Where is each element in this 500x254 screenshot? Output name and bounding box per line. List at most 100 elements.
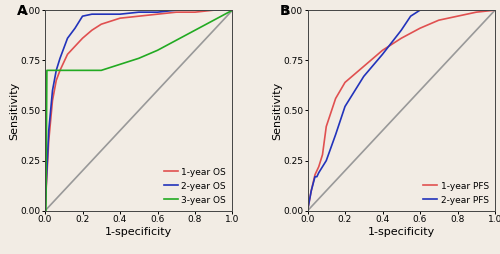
1-year PFS (320, 153, 326, 156)
1-year OS (42, 209, 48, 212)
2-year OS (42, 209, 48, 212)
2-year PFS (417, 9, 423, 12)
3-year OS (80, 69, 86, 72)
2-year PFS (308, 189, 314, 192)
3-year OS (64, 69, 70, 72)
2-year PFS (492, 9, 498, 12)
1-year OS (80, 37, 86, 40)
3-year OS (61, 69, 67, 72)
1-year PFS (308, 189, 314, 192)
2-year OS (89, 13, 95, 16)
2-year OS (61, 47, 67, 50)
2-year OS (80, 15, 86, 18)
3-year OS (192, 29, 198, 32)
3-year OS (210, 19, 216, 22)
1-year OS (117, 17, 123, 20)
2-year OS (64, 37, 70, 40)
2-year PFS (323, 159, 329, 162)
1-year PFS (312, 173, 318, 176)
Line: 1-year PFS: 1-year PFS (308, 10, 495, 211)
2-year OS (57, 57, 63, 60)
2-year PFS (361, 75, 367, 78)
2-year OS (173, 9, 179, 12)
2-year PFS (314, 175, 320, 178)
1-year PFS (454, 15, 460, 18)
Text: B: B (280, 4, 290, 18)
2-year OS (50, 89, 56, 92)
3-year OS (53, 69, 60, 72)
1-year PFS (380, 49, 386, 52)
2-year PFS (320, 165, 326, 168)
1-year OS (53, 79, 60, 82)
1-year OS (89, 29, 95, 32)
2-year OS (192, 9, 198, 12)
2-year PFS (473, 9, 479, 12)
3-year OS (43, 209, 49, 212)
3-year OS (46, 69, 52, 72)
1-year PFS (417, 27, 423, 30)
1-year OS (173, 11, 179, 14)
1-year OS (98, 23, 104, 26)
2-year PFS (304, 209, 310, 212)
Y-axis label: Sensitivity: Sensitivity (272, 81, 282, 140)
2-year PFS (312, 175, 318, 178)
2-year OS (98, 13, 104, 16)
1-year OS (50, 99, 56, 102)
1-year OS (72, 45, 78, 48)
3-year OS (117, 63, 123, 66)
Line: 2-year OS: 2-year OS (45, 10, 232, 211)
2-year OS (230, 9, 235, 12)
X-axis label: 1-specificity: 1-specificity (368, 227, 435, 237)
1-year OS (64, 53, 70, 56)
1-year PFS (323, 125, 329, 128)
1-year PFS (398, 37, 404, 40)
2-year PFS (316, 171, 322, 174)
2-year PFS (380, 53, 386, 56)
3-year OS (230, 9, 235, 12)
2-year PFS (436, 9, 442, 12)
1-year PFS (342, 81, 348, 84)
2-year PFS (408, 15, 414, 18)
3-year OS (173, 39, 179, 42)
Line: 3-year OS: 3-year OS (45, 10, 232, 211)
X-axis label: 1-specificity: 1-specificity (105, 227, 172, 237)
3-year OS (44, 69, 50, 72)
2-year PFS (454, 9, 460, 12)
3-year OS (154, 49, 160, 52)
1-year OS (46, 139, 52, 142)
1-year OS (210, 9, 216, 12)
Legend: 1-year PFS, 2-year PFS: 1-year PFS, 2-year PFS (422, 180, 490, 206)
1-year PFS (332, 97, 338, 100)
2-year PFS (398, 29, 404, 32)
1-year PFS (492, 9, 498, 12)
1-year OS (136, 15, 142, 18)
2-year OS (210, 9, 216, 12)
1-year OS (192, 11, 198, 14)
2-year PFS (342, 105, 348, 108)
Y-axis label: Sensitivity: Sensitivity (10, 81, 20, 140)
2-year OS (154, 11, 160, 14)
1-year PFS (316, 165, 322, 168)
1-year PFS (304, 209, 310, 212)
2-year OS (46, 129, 52, 132)
1-year PFS (436, 19, 442, 22)
1-year OS (154, 13, 160, 16)
1-year PFS (473, 11, 479, 14)
1-year OS (57, 69, 63, 72)
3-year OS (98, 69, 104, 72)
Legend: 1-year OS, 2-year OS, 3-year OS: 1-year OS, 2-year OS, 3-year OS (162, 166, 228, 206)
3-year OS (50, 69, 56, 72)
1-year PFS (361, 65, 367, 68)
2-year PFS (332, 133, 338, 136)
Line: 2-year PFS: 2-year PFS (308, 10, 495, 211)
2-year OS (53, 69, 60, 72)
3-year OS (57, 69, 63, 72)
2-year OS (136, 11, 142, 14)
1-year OS (61, 61, 67, 64)
2-year OS (72, 27, 78, 30)
Line: 1-year OS: 1-year OS (45, 10, 232, 211)
2-year OS (117, 13, 123, 16)
3-year OS (136, 57, 142, 60)
Text: A: A (17, 4, 28, 18)
1-year OS (230, 9, 235, 12)
